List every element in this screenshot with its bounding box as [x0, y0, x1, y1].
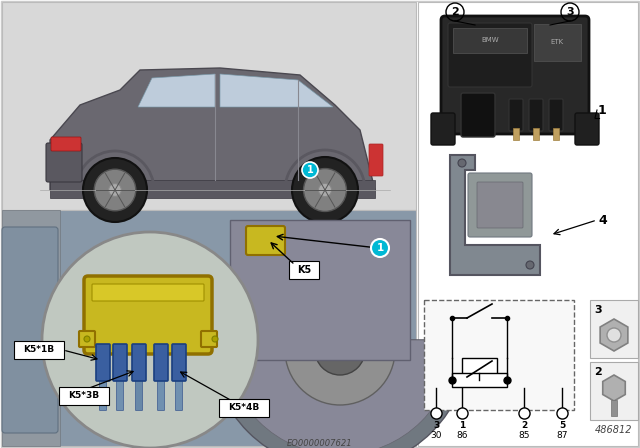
Bar [590, 300, 638, 358]
FancyBboxPatch shape [453, 28, 527, 53]
FancyBboxPatch shape [59, 387, 109, 405]
Wedge shape [210, 340, 470, 448]
Text: 1: 1 [459, 421, 465, 430]
Text: 3: 3 [594, 305, 602, 315]
Polygon shape [2, 210, 60, 446]
Polygon shape [450, 155, 540, 275]
Text: 486812: 486812 [595, 425, 633, 435]
Text: K5: K5 [297, 265, 311, 275]
Text: 2: 2 [521, 421, 527, 430]
Text: 5: 5 [559, 421, 565, 430]
FancyBboxPatch shape [431, 113, 455, 145]
Circle shape [303, 168, 346, 211]
Text: 86: 86 [456, 431, 468, 439]
FancyBboxPatch shape [219, 399, 269, 417]
Bar [418, 2, 638, 446]
Text: BMW: BMW [481, 37, 499, 43]
FancyBboxPatch shape [549, 99, 563, 131]
Text: 2: 2 [594, 367, 602, 377]
FancyBboxPatch shape [157, 379, 164, 410]
Text: 1: 1 [307, 165, 314, 175]
Circle shape [319, 183, 332, 197]
Text: 30: 30 [430, 431, 442, 439]
Text: K5*4B: K5*4B [228, 404, 260, 413]
FancyBboxPatch shape [46, 143, 82, 182]
FancyBboxPatch shape [116, 379, 124, 410]
FancyBboxPatch shape [575, 113, 599, 145]
FancyBboxPatch shape [461, 93, 495, 137]
FancyBboxPatch shape [509, 99, 523, 131]
FancyBboxPatch shape [14, 341, 64, 359]
Circle shape [212, 336, 218, 342]
FancyBboxPatch shape [369, 144, 383, 176]
Text: ETK: ETK [550, 39, 564, 45]
FancyBboxPatch shape [79, 331, 95, 347]
FancyBboxPatch shape [533, 128, 539, 140]
Bar [590, 362, 638, 420]
FancyBboxPatch shape [2, 227, 58, 433]
Text: 3: 3 [433, 421, 439, 430]
FancyBboxPatch shape [513, 128, 519, 140]
FancyBboxPatch shape [172, 344, 186, 381]
Circle shape [458, 159, 466, 167]
Circle shape [83, 158, 147, 222]
FancyBboxPatch shape [534, 24, 581, 61]
FancyBboxPatch shape [553, 128, 559, 140]
Polygon shape [138, 74, 215, 107]
Circle shape [292, 157, 358, 223]
FancyBboxPatch shape [529, 99, 543, 131]
Text: 2: 2 [451, 7, 459, 17]
Circle shape [526, 261, 534, 269]
FancyBboxPatch shape [96, 344, 110, 381]
Text: 4: 4 [598, 214, 607, 227]
FancyBboxPatch shape [84, 276, 212, 354]
Text: K5*1B: K5*1B [24, 345, 54, 354]
Bar [2, 210, 416, 446]
Circle shape [315, 325, 365, 375]
FancyBboxPatch shape [424, 300, 574, 410]
FancyBboxPatch shape [477, 182, 523, 228]
FancyBboxPatch shape [92, 284, 204, 301]
Circle shape [302, 162, 318, 178]
Circle shape [109, 184, 122, 196]
FancyBboxPatch shape [175, 379, 182, 410]
Circle shape [285, 295, 395, 405]
FancyBboxPatch shape [113, 344, 127, 381]
FancyBboxPatch shape [50, 180, 375, 198]
FancyBboxPatch shape [441, 16, 589, 134]
Circle shape [42, 232, 258, 448]
FancyBboxPatch shape [132, 344, 146, 381]
Circle shape [607, 328, 621, 342]
Bar [452, 373, 507, 387]
Circle shape [94, 169, 136, 211]
Bar [611, 400, 617, 416]
Text: EO0000007621: EO0000007621 [287, 439, 353, 448]
FancyBboxPatch shape [99, 379, 106, 410]
Bar [2, 2, 416, 210]
Text: 3: 3 [566, 7, 574, 17]
FancyBboxPatch shape [201, 331, 217, 347]
FancyBboxPatch shape [154, 344, 168, 381]
Text: 1: 1 [376, 243, 383, 253]
Polygon shape [220, 74, 333, 107]
FancyBboxPatch shape [289, 261, 319, 279]
Text: 85: 85 [518, 431, 530, 439]
Polygon shape [50, 68, 375, 190]
FancyBboxPatch shape [468, 173, 532, 237]
Bar [230, 220, 410, 360]
Text: K5*3B: K5*3B [68, 392, 100, 401]
Wedge shape [225, 340, 455, 448]
Circle shape [371, 239, 389, 257]
FancyBboxPatch shape [136, 379, 143, 410]
FancyBboxPatch shape [51, 137, 81, 151]
Circle shape [84, 336, 90, 342]
Bar [462, 358, 497, 380]
FancyBboxPatch shape [448, 23, 532, 87]
Text: 1: 1 [598, 103, 607, 116]
FancyBboxPatch shape [246, 226, 285, 255]
Text: 87: 87 [556, 431, 568, 439]
